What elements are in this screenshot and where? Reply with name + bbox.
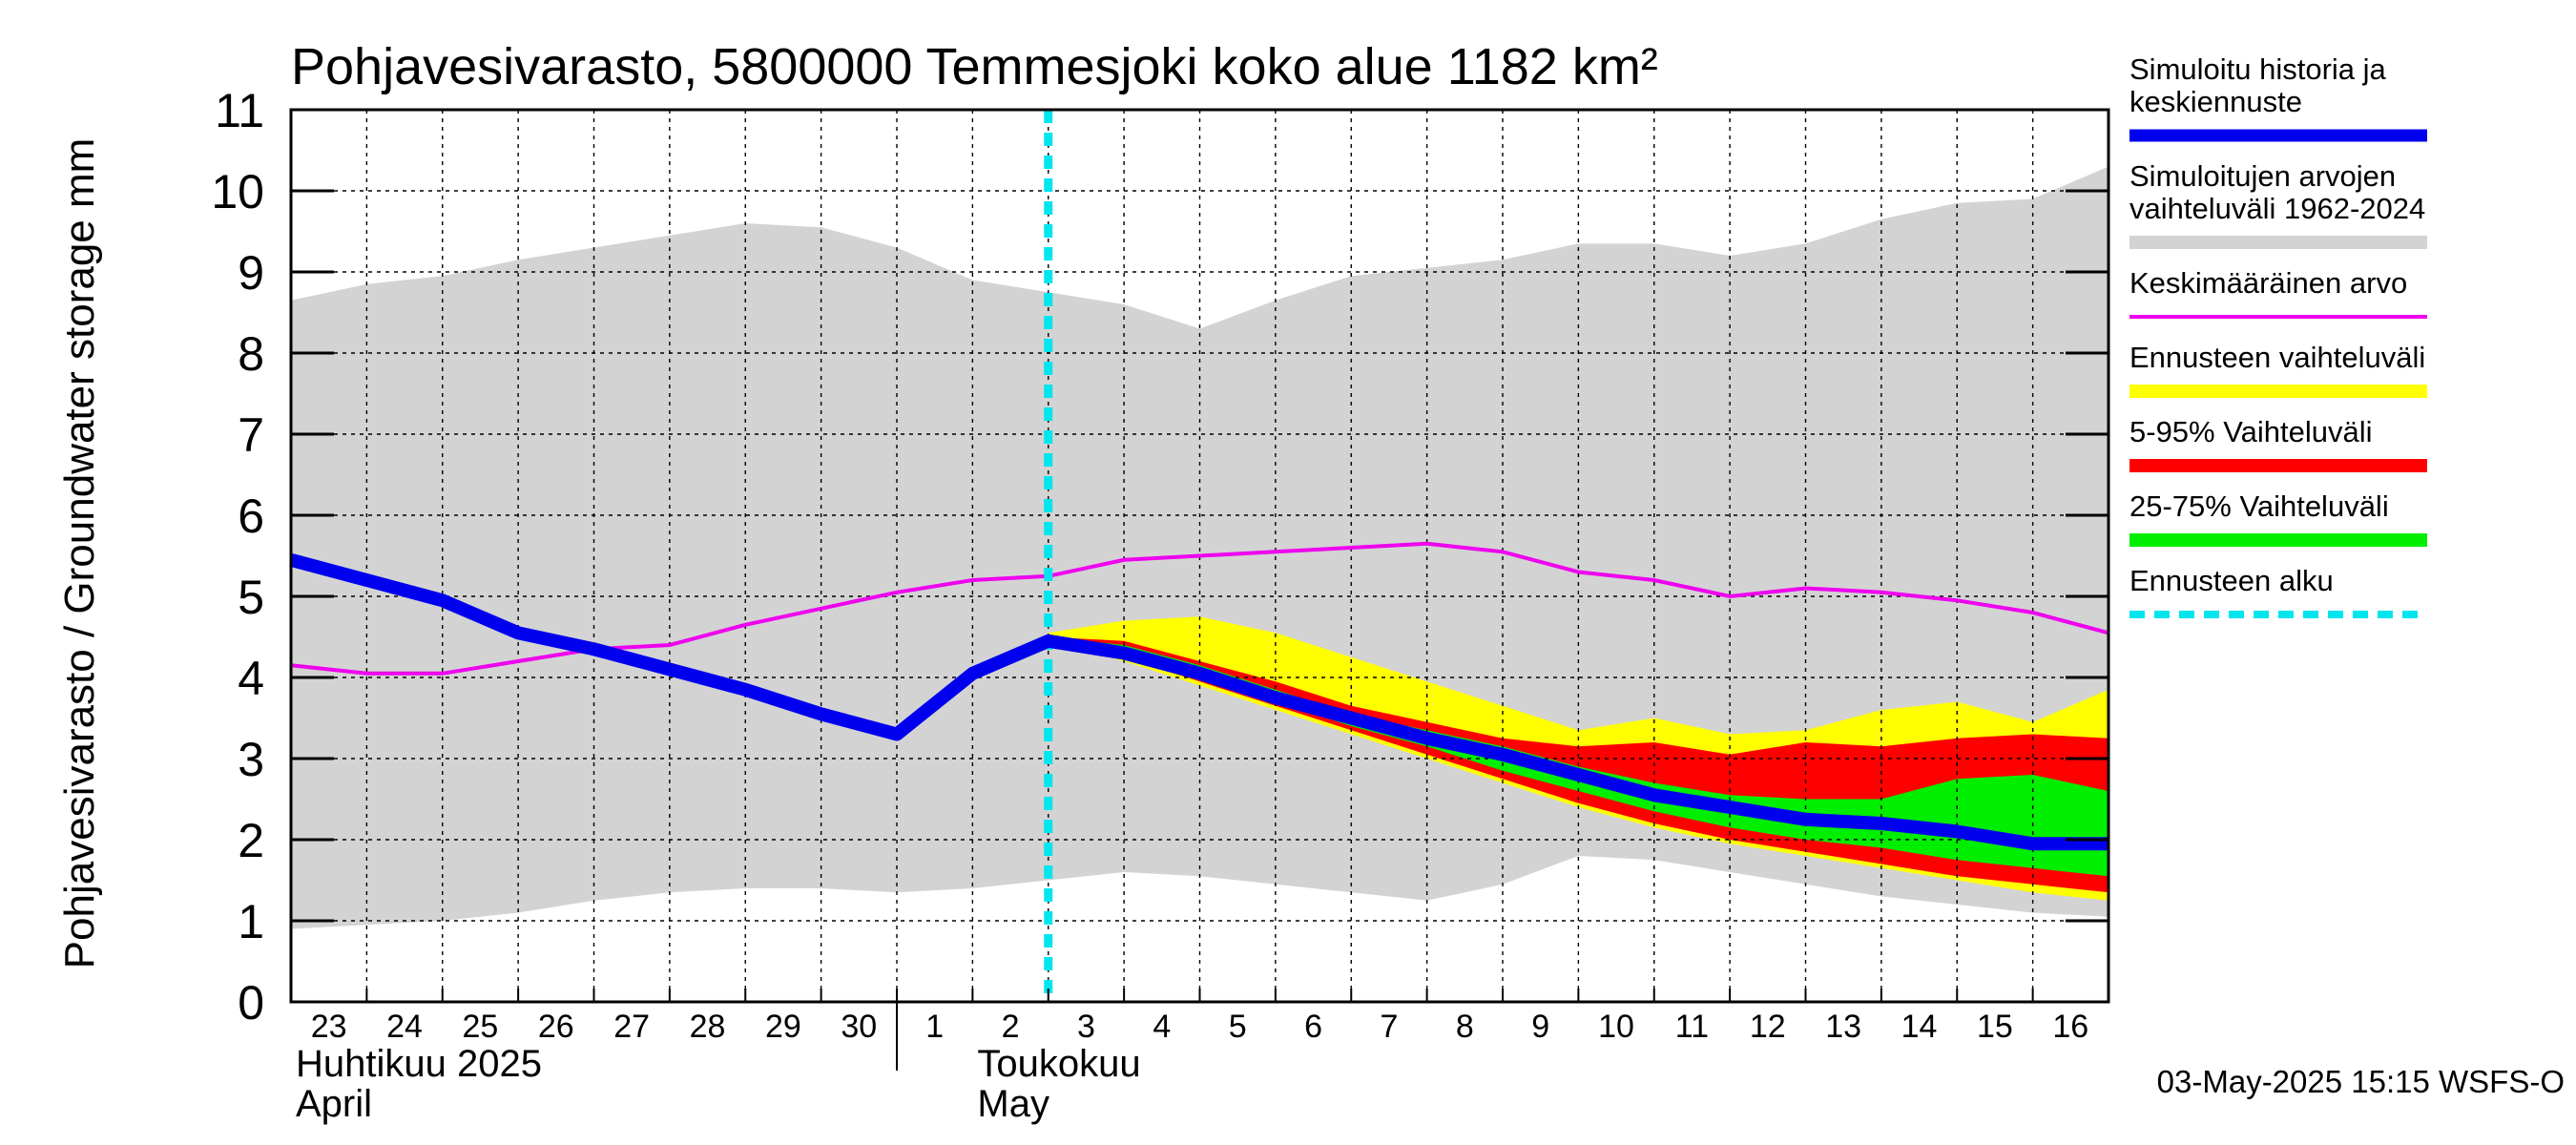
chart-lines xyxy=(289,110,2109,1002)
chart-title: Pohjavesivarasto, 5800000 Temmesjoki kok… xyxy=(291,38,1658,95)
x-tick-label: 11 xyxy=(1675,1009,1709,1045)
x-tick-label: 15 xyxy=(1977,1009,2013,1045)
month-label-en: May xyxy=(977,1083,1049,1125)
y-tick-label: 6 xyxy=(238,489,264,543)
x-tick-label: 16 xyxy=(2052,1009,2088,1045)
month-label-fi: Toukokuu xyxy=(977,1043,1140,1085)
legend-label: Simuloitu historia ja xyxy=(2129,52,2387,86)
legend-label: keskiennuste xyxy=(2129,85,2302,118)
timestamp: 03-May-2025 15:15 WSFS-O xyxy=(2157,1064,2565,1099)
x-tick-label: 14 xyxy=(1901,1009,1938,1045)
simulated-line xyxy=(289,553,2109,851)
x-tick-label: 10 xyxy=(1598,1009,1634,1045)
x-tick-label: 24 xyxy=(386,1009,423,1045)
legend-label: vaihteluväli 1962-2024 xyxy=(2129,192,2425,225)
x-tick-label: 3 xyxy=(1077,1009,1095,1045)
x-tick-label: 26 xyxy=(538,1009,574,1045)
month-label-en: April xyxy=(296,1083,372,1125)
legend-label: Simuloitujen arvojen xyxy=(2129,159,2396,193)
x-tick-label: 8 xyxy=(1456,1009,1474,1045)
x-tick-label: 25 xyxy=(463,1009,499,1045)
x-tick-label: 30 xyxy=(841,1009,877,1045)
y-tick-label: 2 xyxy=(238,814,264,867)
y-tick-label: 0 xyxy=(238,976,264,1030)
x-tick-label: 4 xyxy=(1153,1009,1171,1045)
x-tick-label: 2 xyxy=(1002,1009,1020,1045)
x-tick-label: 5 xyxy=(1229,1009,1247,1045)
y-tick-label: 5 xyxy=(238,571,264,624)
legend-label: Ennusteen vaihteluväli xyxy=(2129,341,2425,374)
y-tick-label: 10 xyxy=(211,165,264,219)
legend-label: Keskimääräinen arvo xyxy=(2129,266,2407,300)
x-tick-label: 12 xyxy=(1750,1009,1786,1045)
legend-label: 5-95% Vaihteluväli xyxy=(2129,415,2372,448)
x-tick-label: 23 xyxy=(311,1009,347,1045)
x-tick-label: 6 xyxy=(1304,1009,1322,1045)
chart-grid xyxy=(291,109,2109,1002)
y-tick-label: 7 xyxy=(238,408,264,462)
x-tick-label: 7 xyxy=(1380,1009,1398,1045)
x-tick-label: 28 xyxy=(690,1009,726,1045)
x-tick-label: 9 xyxy=(1531,1009,1549,1045)
x-tick-label: 29 xyxy=(765,1009,801,1045)
y-tick-label: 3 xyxy=(238,733,264,786)
y-tick-label: 9 xyxy=(238,246,264,300)
y-axis-label: Pohjavesivarasto / Groundwater storage m… xyxy=(56,138,103,969)
y-tick-label: 1 xyxy=(238,895,264,948)
y-tick-label: 4 xyxy=(238,652,264,705)
y-tick-label: 8 xyxy=(238,327,264,381)
x-tick-label: 1 xyxy=(925,1009,944,1045)
x-tick-label: 27 xyxy=(613,1009,650,1045)
x-tick-label: 13 xyxy=(1825,1009,1861,1045)
legend-label: Ennusteen alku xyxy=(2129,564,2334,597)
y-tick-label: 11 xyxy=(215,84,264,137)
month-label-fi: Huhtikuu 2025 xyxy=(296,1043,542,1085)
legend-label: 25-75% Vaihteluväli xyxy=(2129,489,2389,523)
